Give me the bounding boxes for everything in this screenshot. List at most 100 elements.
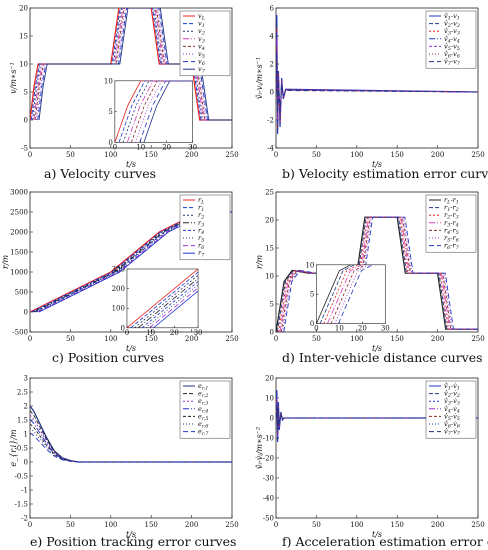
series-line-r_1 (31, 211, 232, 313)
legend-entry: r1​ (198, 204, 204, 214)
chart-e-y-tick-label: 0.5 (17, 445, 28, 453)
legend-entry: v̂̇1​-v̇1​ (444, 381, 460, 392)
chart-b-y-tick-label: 4 (270, 33, 275, 41)
chart-f-y-tick-label: -40 (263, 495, 274, 503)
chart-c-y-tick-label: 2000 (10, 229, 28, 237)
legend-entry: v̂̇3​-v̇3​ (444, 396, 460, 407)
chart-d-inset-x-tick-label: 0 (314, 325, 318, 333)
chart-e-x-tick-label: 0 (28, 521, 32, 529)
legend-entry: v3​ (198, 35, 205, 45)
chart-d-y-tick-label: 25 (265, 189, 274, 197)
chart-b-y-label: v̂ᵢ-vᵢ/m∗s⁻¹ (255, 57, 264, 99)
inset-series-line-v_L (114, 80, 193, 143)
chart-c-x-tick-label: 250 (225, 335, 238, 343)
chart-a-x-tick-label: 150 (145, 151, 158, 159)
chart-d-inset-y-tick-label: 5 (310, 291, 314, 299)
chart-e-x-tick-label: 100 (104, 521, 117, 529)
chart-c-x-tick-label: 200 (185, 335, 198, 343)
chart-c-y-tick-label: 2500 (10, 209, 28, 217)
chart-c-caption: c) Position curves (52, 350, 164, 365)
chart-b: 0 50 100 150 200 250 -4 -2 0 2 4 6 t/s v̂ᵢ-vᵢ/m∗s⁻¹ v̂… (255, 5, 488, 182)
chart-d-legend: rL​-r1​r1​-r2​r2​-r3​r3​-r4​r4​-r5​r5​-r… (425, 194, 477, 253)
chart-f-x-label: t/s (372, 530, 382, 539)
chart-a-x-tick-label: 100 (104, 151, 117, 159)
series-line-v_1 (30, 8, 232, 121)
chart-f-x-tick-label: 50 (312, 521, 321, 529)
chart-a-x-tick-label: 50 (66, 151, 75, 159)
chart-c-x-label: t/s (126, 344, 136, 353)
chart-c-x-tick-label: 100 (104, 335, 117, 343)
chart-e: 0 50 100 150 200 250 -2 -1.5 -1 -0.5 0 0.5 1 1.5 2 2.5 3… (9, 375, 239, 550)
legend-entry: v̂2​-v2​ (444, 19, 460, 30)
legend-entry: rL​ (198, 196, 205, 206)
chart-e-x-tick-label: 250 (225, 521, 238, 529)
chart-b-y-tick-label: -4 (267, 145, 274, 153)
chart-f-y-tick-label: -10 (263, 435, 274, 443)
chart-f-y-tick-label: 0 (270, 415, 274, 423)
legend-entry: er,6​ (198, 420, 209, 430)
chart-e-x-tick-label: 50 (66, 521, 75, 529)
legend-entry: r6​ (198, 242, 205, 252)
chart-b-x-tick-label: 0 (274, 151, 278, 159)
chart-a-y-tick-label: 15 (19, 33, 28, 41)
chart-d-inset-x-tick-label: 20 (358, 325, 367, 333)
chart-b-x-tick-label: 100 (350, 151, 363, 159)
legend-entry: v̂̇5​-v̇5​ (444, 411, 460, 422)
series-line-v_2 (32, 8, 232, 121)
chart-f-y-tick-label: -50 (263, 515, 274, 523)
legend-entry: v5​ (198, 50, 205, 60)
chart-c-y-tick-label: 1000 (10, 269, 28, 277)
legend-entry: v̂̇7​-v̇7​ (444, 427, 461, 438)
legend-entry: v̂̇4​-v̇4​ (444, 404, 460, 415)
chart-d-inset-x-tick-label: 30 (381, 325, 390, 333)
chart-c-y-tick-label: 3000 (10, 189, 28, 197)
chart-a-inset-x-tick-label: 20 (162, 143, 171, 151)
legend-entry: r1​-r2​ (444, 204, 459, 214)
legend-entry: er,7​ (198, 428, 209, 438)
series-line-e_{r,4} (30, 419, 232, 463)
chart-f-series-group (276, 389, 478, 443)
chart-e-y-tick-label: -0.5 (15, 473, 29, 481)
legend-entry: v1​ (198, 20, 205, 30)
chart-e-y-tick-label: -2 (21, 515, 28, 523)
chart-d-x-tick-label: 50 (312, 335, 321, 343)
chart-f-x-tick-label: 100 (350, 521, 363, 529)
chart-f-caption: f) Acceleration estimation error curves (282, 534, 488, 549)
chart-d-x-tick-label: 250 (471, 335, 484, 343)
legend-box (179, 194, 231, 261)
chart-d-x-tick-label: 200 (431, 335, 444, 343)
chart-a-caption: a) Velocity curves (44, 166, 156, 181)
chart-c-inset-x-tick-label: 0 (125, 329, 129, 337)
legend-entry: v4​ (198, 42, 205, 52)
legend-entry: r4​-r5​ (444, 226, 459, 236)
legend-entry: er,5​ (198, 412, 208, 422)
legend-entry: r4​ (198, 226, 204, 236)
chart-c-x-tick-label: 50 (66, 335, 75, 343)
legend-entry: r3​-r4​ (444, 219, 459, 229)
series-line-v_7 (38, 8, 232, 121)
legend-entry: v̂6​-v6​ (444, 49, 461, 60)
legend-entry: r6​-r7​ (444, 242, 460, 252)
series-line-v_3 (33, 8, 232, 121)
chart-b-y-tick-label: 2 (270, 61, 274, 69)
legend-entry: r5​-r6​ (444, 234, 460, 244)
series-line-r_3-r_4 (279, 216, 478, 332)
series-line-v̂_6-v_6 (276, 45, 478, 118)
chart-e-y-tick-label: 2 (24, 403, 28, 411)
legend-entry: er,3​ (198, 397, 208, 407)
chart-e-series-group (30, 405, 232, 463)
chart-e-caption: e) Position tracking error curves (30, 534, 236, 549)
series-line-v_5 (36, 8, 232, 121)
legend-entry: rL​-r1​ (444, 196, 459, 206)
chart-b-y-tick-label: -2 (267, 117, 274, 125)
chart-a-inset-plot-frame (114, 80, 193, 143)
legend-entry: er,2​ (198, 390, 208, 400)
chart-c-inset-y-tick-label: 100 (112, 305, 125, 313)
chart-a-x-label: t/s (126, 160, 136, 169)
chart-a-inset-y-tick-label: 0 (108, 139, 112, 147)
chart-d-inset: 0 10 20 30 0 5 10 (305, 261, 390, 333)
chart-a-y-tick-label: 10 (19, 61, 28, 69)
chart-e-legend: er,1​er,2​er,3​er,4​er,5​er,6​er,7​ (179, 380, 231, 439)
chart-a-inset: 0 10 20 30 0 5 10 (104, 77, 197, 151)
series-line-v̂_7-v_7 (276, 51, 478, 114)
